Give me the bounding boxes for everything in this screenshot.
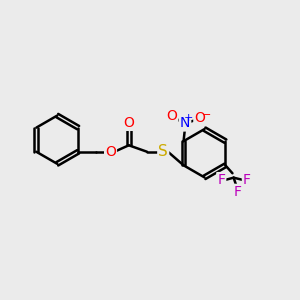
Text: −: − bbox=[202, 110, 211, 120]
Text: O: O bbox=[167, 109, 177, 123]
Text: N: N bbox=[180, 116, 190, 130]
Text: F: F bbox=[233, 185, 241, 199]
Text: O: O bbox=[123, 116, 134, 130]
Text: S: S bbox=[158, 144, 168, 159]
Text: +: + bbox=[184, 112, 194, 123]
Text: O: O bbox=[194, 111, 205, 125]
Text: F: F bbox=[217, 173, 225, 187]
Text: F: F bbox=[243, 173, 251, 187]
Text: O: O bbox=[105, 145, 116, 159]
